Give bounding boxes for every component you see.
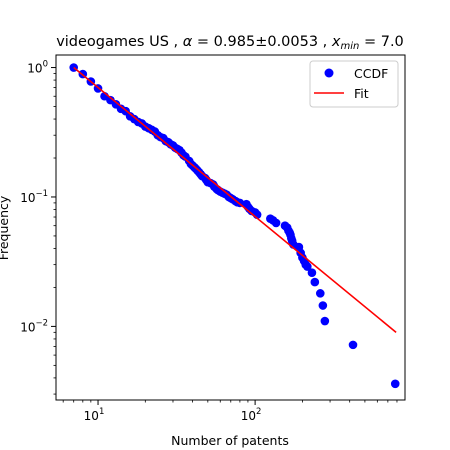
x-tick-label: 102 [241,407,262,423]
ccdf-points-layer [69,63,399,388]
ccdf-point [311,278,320,287]
ccdf-point [308,268,317,277]
y-axis-ticks: 10−2 10−1 100 [20,60,56,395]
y-tick-label: 100 [27,60,48,76]
chart-title: videogames US , α = 0.985±0.0053 , xmin … [56,34,404,52]
ccdf-point [316,289,325,298]
plot-area [69,63,399,388]
x-axis-ticks: 101 102 [63,400,397,423]
legend-ccdf-label: CCDF [354,66,388,81]
legend-fit-label: Fit [354,86,369,101]
ccdf-point [391,380,400,389]
ccdf-point [321,317,330,326]
legend-ccdf-marker [325,69,334,78]
ccdf-point [272,219,281,228]
y-tick-label: 10−2 [20,318,48,334]
legend: CCDF Fit [310,61,398,107]
ccdf-point [319,301,328,310]
ccdf-point [349,341,358,350]
x-axis-label: Number of patents [171,433,289,448]
y-axis-label: Frequency [0,195,11,260]
x-tick-label: 101 [84,407,105,423]
y-tick-label: 10−1 [20,189,48,205]
